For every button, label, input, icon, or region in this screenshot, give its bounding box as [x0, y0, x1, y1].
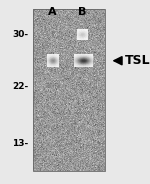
Text: B: B — [78, 7, 87, 17]
Text: 22-: 22- — [12, 82, 28, 91]
Bar — [33, 9, 105, 171]
Text: 30-: 30- — [12, 31, 28, 39]
Text: 13-: 13- — [12, 139, 28, 148]
Text: A: A — [48, 7, 57, 17]
Text: TSLP: TSLP — [124, 54, 150, 67]
